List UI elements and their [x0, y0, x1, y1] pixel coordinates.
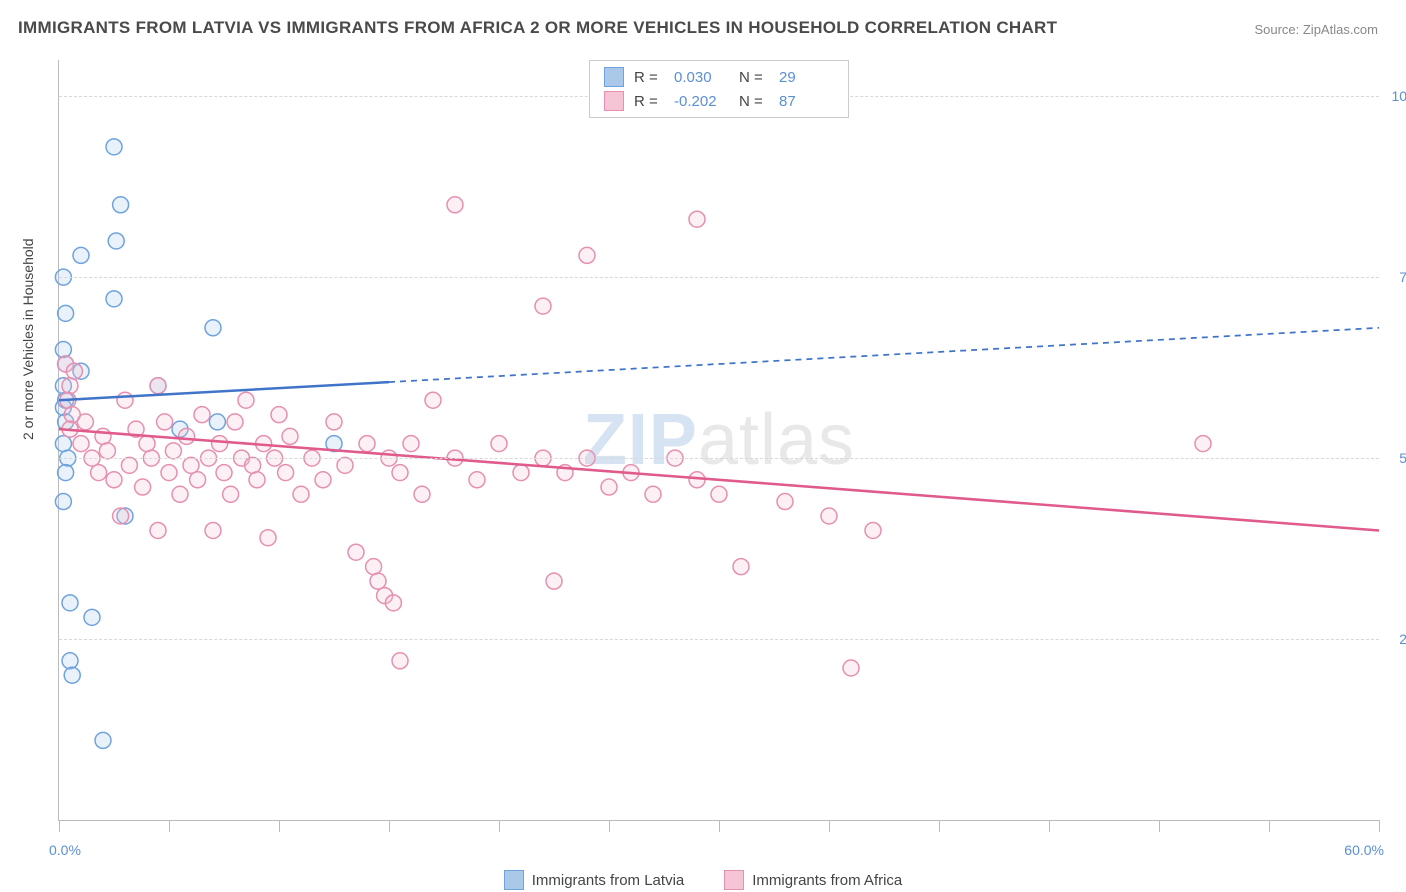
- y-tick-label: 50.0%: [1384, 450, 1406, 466]
- legend-r-value: -0.202: [674, 93, 729, 110]
- x-tick-mark: [1049, 820, 1050, 832]
- x-tick-mark: [59, 820, 60, 832]
- source-name: ZipAtlas.com: [1303, 22, 1378, 37]
- y-tick-label: 25.0%: [1384, 631, 1406, 647]
- x-tick-mark: [279, 820, 280, 832]
- chart-title: IMMIGRANTS FROM LATVIA VS IMMIGRANTS FRO…: [18, 18, 1057, 38]
- legend-n-value: 87: [779, 93, 834, 110]
- legend-n-label: N =: [739, 69, 769, 86]
- plot-area: ZIPatlas R = 0.030 N = 29 R = -0.202 N =…: [58, 60, 1379, 821]
- legend-r-value: 0.030: [674, 69, 729, 86]
- legend-series-label: Immigrants from Africa: [752, 872, 902, 889]
- x-tick-mark: [829, 820, 830, 832]
- legend-n-value: 29: [779, 69, 834, 86]
- gridline-h: [59, 639, 1379, 640]
- gridline-h: [59, 277, 1379, 278]
- x-tick-mark: [939, 820, 940, 832]
- x-tick-mark: [169, 820, 170, 832]
- legend-series-label: Immigrants from Latvia: [532, 872, 685, 889]
- legend-r-label: R =: [634, 93, 664, 110]
- y-axis-label: 2 or more Vehicles in Household: [20, 238, 36, 440]
- x-tick-mark: [1379, 820, 1380, 832]
- legend-series-item: Immigrants from Africa: [724, 870, 902, 890]
- plot-svg: [59, 60, 1379, 820]
- legend-n-label: N =: [739, 93, 769, 110]
- source-attribution: Source: ZipAtlas.com: [1254, 22, 1378, 37]
- legend-stats-row: R = 0.030 N = 29: [604, 65, 834, 89]
- x-tick-mark: [609, 820, 610, 832]
- x-tick-max: 60.0%: [1344, 842, 1384, 858]
- legend-series-item: Immigrants from Latvia: [504, 870, 685, 890]
- gridline-h: [59, 458, 1379, 459]
- legend-series: Immigrants from Latvia Immigrants from A…: [0, 870, 1406, 890]
- y-tick-label: 75.0%: [1384, 269, 1406, 285]
- legend-stats: R = 0.030 N = 29 R = -0.202 N = 87: [589, 60, 849, 118]
- source-label: Source:: [1254, 22, 1302, 37]
- legend-swatch-icon: [504, 870, 524, 890]
- y-tick-label: 100.0%: [1384, 88, 1406, 104]
- legend-stats-row: R = -0.202 N = 87: [604, 89, 834, 113]
- x-tick-mark: [499, 820, 500, 832]
- legend-swatch-icon: [724, 870, 744, 890]
- x-tick-mark: [719, 820, 720, 832]
- x-tick-mark: [389, 820, 390, 832]
- legend-swatch-icon: [604, 67, 624, 87]
- x-tick-mark: [1159, 820, 1160, 832]
- x-tick-mark: [1269, 820, 1270, 832]
- legend-r-label: R =: [634, 69, 664, 86]
- x-tick-min: 0.0%: [49, 842, 81, 858]
- legend-swatch-icon: [604, 91, 624, 111]
